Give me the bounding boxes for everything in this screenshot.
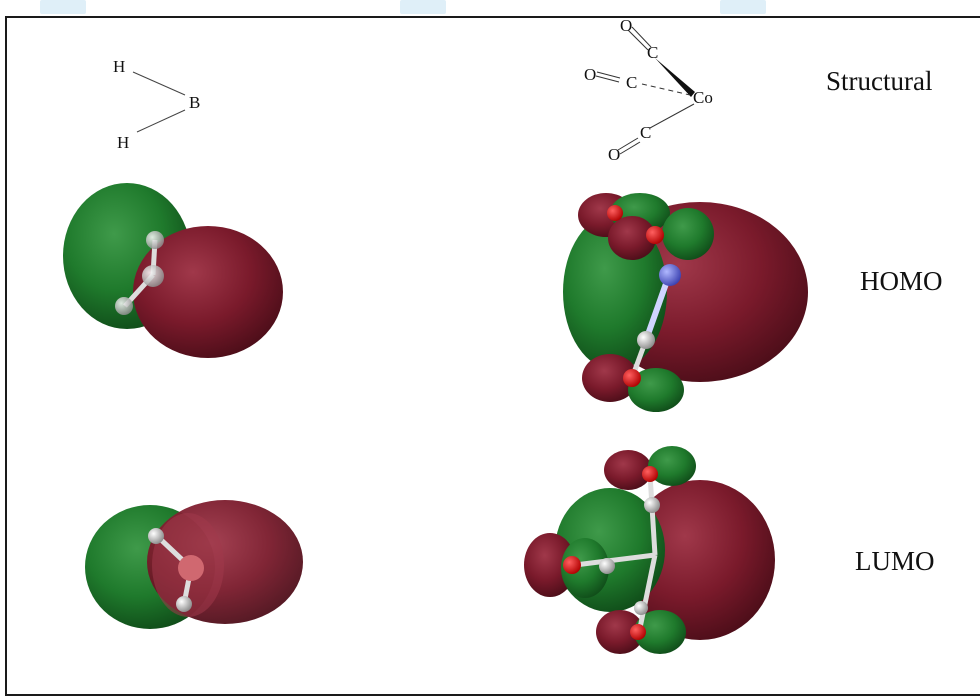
negative-lobe [634, 610, 686, 654]
bond-line [136, 109, 186, 133]
bond-line [649, 103, 695, 129]
negative-lobe [662, 208, 714, 260]
negative-lobe [648, 446, 696, 486]
atom-sphere [623, 369, 641, 387]
atom-sphere [644, 497, 660, 513]
negative-lobe [561, 538, 609, 598]
atom-sphere [563, 556, 581, 574]
atom-sphere [599, 558, 615, 574]
bond-stick [637, 554, 658, 629]
atom-co: Co [693, 88, 713, 107]
bond-stick [574, 552, 656, 568]
atom-b: B [189, 93, 200, 112]
wedge-bond [655, 58, 695, 97]
atom-sphere [142, 265, 164, 287]
watermark-fragment [40, 0, 86, 14]
bh2-structure: H B H [113, 57, 200, 152]
atom-sphere [178, 555, 204, 581]
atom-h-top: H [113, 57, 125, 76]
atom-sphere [659, 264, 681, 286]
atom-sphere [634, 601, 648, 615]
positive-lobe [133, 226, 283, 358]
watermark-fragment [720, 0, 766, 14]
bond-stick [647, 473, 658, 556]
atom-o1: O [620, 16, 632, 35]
positive-lobe [625, 480, 775, 640]
positive-lobe [596, 610, 644, 654]
atom-c2: C [626, 73, 637, 92]
atom-c3: C [640, 123, 651, 142]
positive-lobe [608, 216, 656, 260]
positive-lobe [524, 533, 576, 597]
bond-line [631, 26, 652, 48]
bond-line [595, 75, 620, 83]
orbital-figure: H B H O C O C Co C O [5, 0, 980, 696]
atom-sphere [637, 331, 655, 349]
atom-sphere [146, 231, 164, 249]
bond-stick [643, 276, 671, 342]
atom-sphere [646, 226, 664, 244]
atom-sphere [630, 624, 646, 640]
bh2-homo-orbital [63, 183, 283, 358]
watermark-fragment [400, 0, 446, 14]
atom-sphere [115, 297, 133, 315]
co-carbonyl-structure: O C O C Co C O [584, 16, 713, 164]
row-label-lumo: LUMO [855, 546, 935, 576]
co-homo-orbital [563, 193, 808, 412]
atom-o2: O [584, 65, 596, 84]
bond-line [617, 137, 639, 151]
row-label-homo: HOMO [860, 266, 943, 296]
bond-line [132, 71, 186, 96]
bh2-lumo-orbital [85, 500, 303, 629]
atom-c1: C [647, 43, 658, 62]
atom-h-bottom: H [117, 133, 129, 152]
positive-lobe [582, 354, 638, 402]
atom-sphere [148, 528, 164, 544]
bond-line [619, 141, 641, 155]
bond-line [627, 29, 649, 51]
negative-lobe [628, 368, 684, 412]
atom-sphere [176, 596, 192, 612]
co-lumo-orbital [524, 446, 775, 654]
bond-line [596, 71, 621, 79]
atom-sphere [642, 466, 658, 482]
atom-sphere [607, 205, 623, 221]
atom-o3: O [608, 145, 620, 164]
positive-lobe [604, 450, 652, 490]
row-label-structural: Structural [826, 66, 932, 96]
